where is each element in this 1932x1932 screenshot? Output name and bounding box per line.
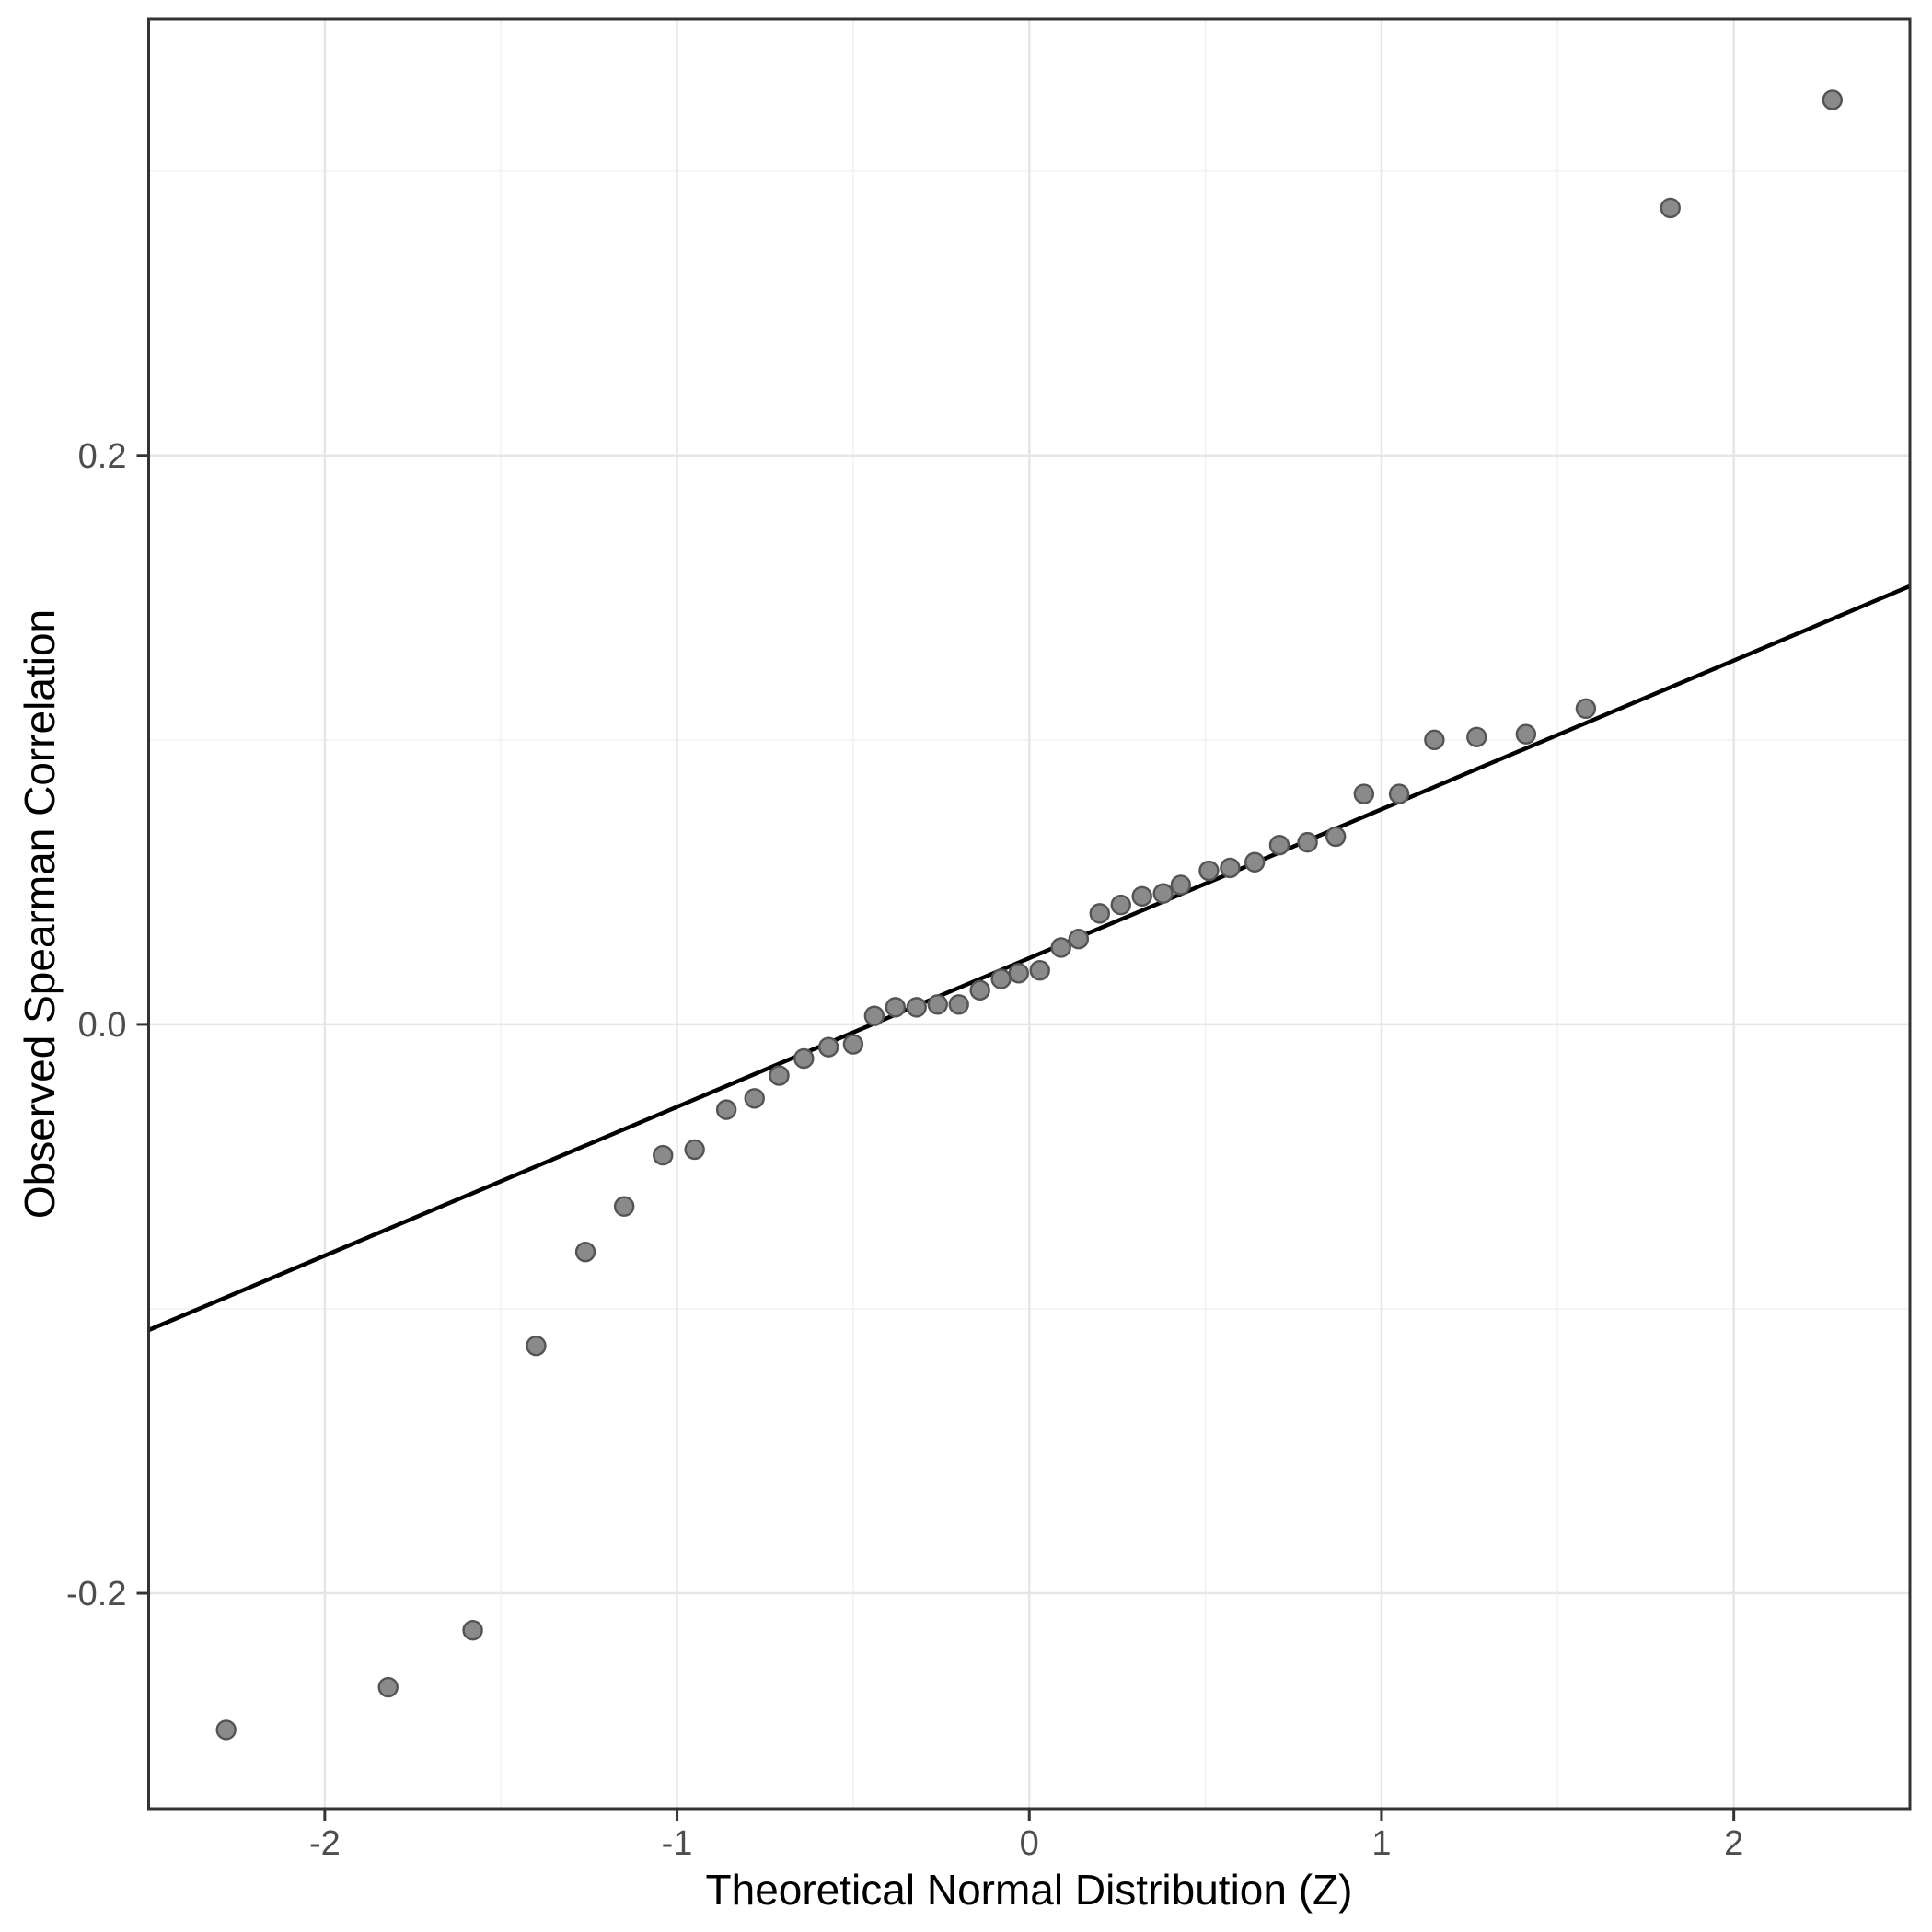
data-point: [1220, 857, 1241, 879]
x-axis-title: Theoretical Normal Distribution (Z): [705, 1866, 1353, 1914]
data-point: [1008, 963, 1029, 984]
data-point: [990, 968, 1012, 989]
data-point: [885, 997, 907, 1018]
data-point: [1152, 883, 1174, 904]
data-point: [1131, 885, 1152, 908]
data-point: [613, 1196, 635, 1217]
data-point: [526, 1335, 547, 1357]
x-tick-label: -1: [662, 1824, 693, 1863]
y-tick-label: 0.2: [78, 437, 127, 476]
x-tick-label: 1: [1371, 1824, 1391, 1863]
data-point: [1424, 729, 1445, 751]
data-point: [744, 1088, 765, 1109]
data-point: [1198, 860, 1220, 882]
y-tick-label: -0.2: [66, 1575, 126, 1614]
x-tick-label: -2: [309, 1824, 341, 1863]
data-point: [948, 994, 969, 1015]
data-point: [1268, 835, 1290, 856]
data-point: [1068, 928, 1090, 950]
x-tick-label: 0: [1020, 1824, 1039, 1863]
data-point: [842, 1034, 864, 1055]
data-point: [1170, 874, 1192, 896]
data-point: [1244, 851, 1266, 873]
grid-major: [148, 19, 1910, 1809]
data-point: [1089, 903, 1110, 924]
data-points: [215, 89, 1844, 1741]
data-point: [906, 997, 927, 1018]
data-point: [653, 1144, 674, 1166]
data-point: [1110, 894, 1131, 916]
data-point: [769, 1065, 790, 1086]
data-point: [574, 1241, 596, 1263]
data-point: [927, 994, 948, 1015]
data-point: [1050, 937, 1071, 958]
qq-reference-line: [147, 584, 1911, 1333]
data-point: [969, 979, 990, 1001]
data-point: [1822, 89, 1844, 110]
x-tick-label: 2: [1724, 1824, 1743, 1863]
data-point: [715, 1099, 737, 1120]
y-axis-title: Observed Spearman Correlation: [16, 608, 64, 1220]
data-point: [863, 1005, 885, 1026]
data-point: [817, 1036, 839, 1058]
data-point: [684, 1139, 705, 1161]
data-point: [377, 1676, 399, 1698]
data-point: [1325, 826, 1347, 848]
data-point: [1353, 783, 1375, 804]
data-point: [793, 1047, 815, 1070]
data-point: [1029, 959, 1050, 981]
data-point: [462, 1620, 483, 1641]
data-point: [1388, 783, 1410, 804]
data-point: [1660, 197, 1681, 219]
data-point: [215, 1719, 237, 1741]
data-point: [1575, 698, 1597, 720]
axes: -2 -1 0 1 2 0.2 0.0 -0.2: [66, 437, 1743, 1863]
data-point: [1466, 726, 1487, 747]
data-point: [1297, 831, 1318, 853]
data-point: [1515, 723, 1537, 745]
y-tick-label: 0.0: [78, 1006, 127, 1045]
